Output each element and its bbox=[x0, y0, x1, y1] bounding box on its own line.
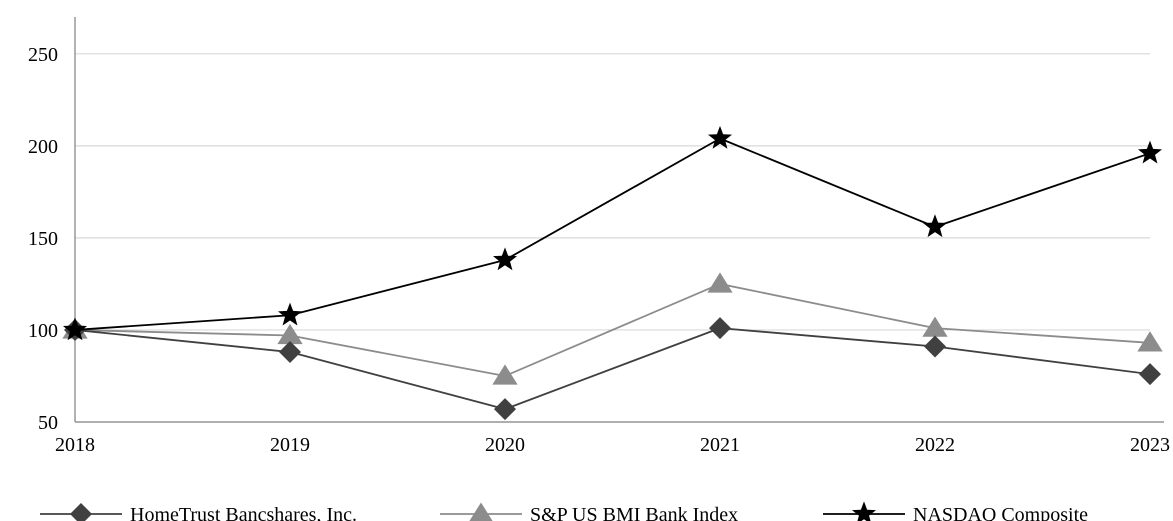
x-tick-label: 2020 bbox=[485, 434, 525, 456]
legend-item-nasdaq-composite: NASDAQ Composite bbox=[823, 501, 1088, 521]
x-tick-label: 2019 bbox=[270, 434, 310, 456]
data-point-nasdaq-composite-2022 bbox=[922, 214, 948, 238]
data-point-hometrust-bancshares-inc-2019 bbox=[279, 341, 301, 364]
y-tick-label: 100 bbox=[28, 320, 58, 342]
series-hometrust-bancshares-inc bbox=[64, 317, 1161, 421]
y-tick-label: 250 bbox=[28, 44, 58, 66]
data-point-hometrust-bancshares-inc-2020 bbox=[494, 398, 516, 421]
legend-label: NASDAQ Composite bbox=[913, 504, 1088, 521]
series-group bbox=[62, 125, 1163, 421]
legend-item-s-p-us-bmi-bank-index: S&P US BMI Bank Index bbox=[440, 502, 738, 521]
data-point-s-p-us-bmi-bank-index-2023 bbox=[1137, 331, 1163, 352]
y-tick-label: 50 bbox=[38, 412, 58, 434]
x-tick-label: 2021 bbox=[700, 434, 740, 456]
data-point-hometrust-bancshares-inc-2021 bbox=[709, 317, 731, 340]
legend-label: S&P US BMI Bank Index bbox=[530, 504, 738, 521]
legend: HomeTrust Bancshares, Inc. S&P US BMI Ban… bbox=[40, 501, 1088, 521]
legend-marker-diamond bbox=[70, 503, 92, 521]
data-point-nasdaq-composite-2019 bbox=[277, 302, 303, 326]
data-point-nasdaq-composite-2018 bbox=[62, 317, 88, 341]
axes: 50 100 150 200 250 2018 2019 2020 2021 2022 2023 bbox=[28, 17, 1170, 456]
series-s-p-us-bmi-bank-index bbox=[62, 272, 1163, 385]
data-point-nasdaq-composite-2023 bbox=[1137, 140, 1163, 164]
legend-label: HomeTrust Bancshares, Inc. bbox=[130, 504, 357, 521]
data-point-s-p-us-bmi-bank-index-2022 bbox=[922, 316, 948, 337]
y-tick-label: 150 bbox=[28, 228, 58, 250]
data-point-nasdaq-composite-2020 bbox=[492, 247, 518, 271]
gridlines bbox=[75, 53, 1150, 331]
data-point-hometrust-bancshares-inc-2022 bbox=[924, 335, 946, 358]
series-line-hometrust-bancshares-inc bbox=[74, 327, 1151, 411]
data-point-s-p-us-bmi-bank-index-2020 bbox=[492, 364, 518, 385]
series-line-s-p-us-bmi-bank-index bbox=[74, 283, 1151, 377]
legend-marker-star bbox=[851, 501, 877, 521]
x-tick-label: 2023 bbox=[1130, 434, 1170, 456]
series-line-nasdaq-composite bbox=[74, 137, 1151, 331]
y-tick-label: 200 bbox=[28, 136, 58, 158]
data-point-hometrust-bancshares-inc-2023 bbox=[1139, 363, 1161, 386]
legend-item-hometrust-bancshares-inc: HomeTrust Bancshares, Inc. bbox=[40, 503, 357, 521]
legend-marker-triangle bbox=[469, 502, 493, 521]
data-point-s-p-us-bmi-bank-index-2019 bbox=[277, 323, 303, 345]
data-point-nasdaq-composite-2021 bbox=[707, 125, 733, 149]
series-nasdaq-composite bbox=[62, 125, 1163, 341]
data-point-s-p-us-bmi-bank-index-2021 bbox=[707, 272, 733, 293]
x-tick-label: 2018 bbox=[55, 434, 95, 456]
x-tick-label: 2022 bbox=[915, 434, 955, 456]
